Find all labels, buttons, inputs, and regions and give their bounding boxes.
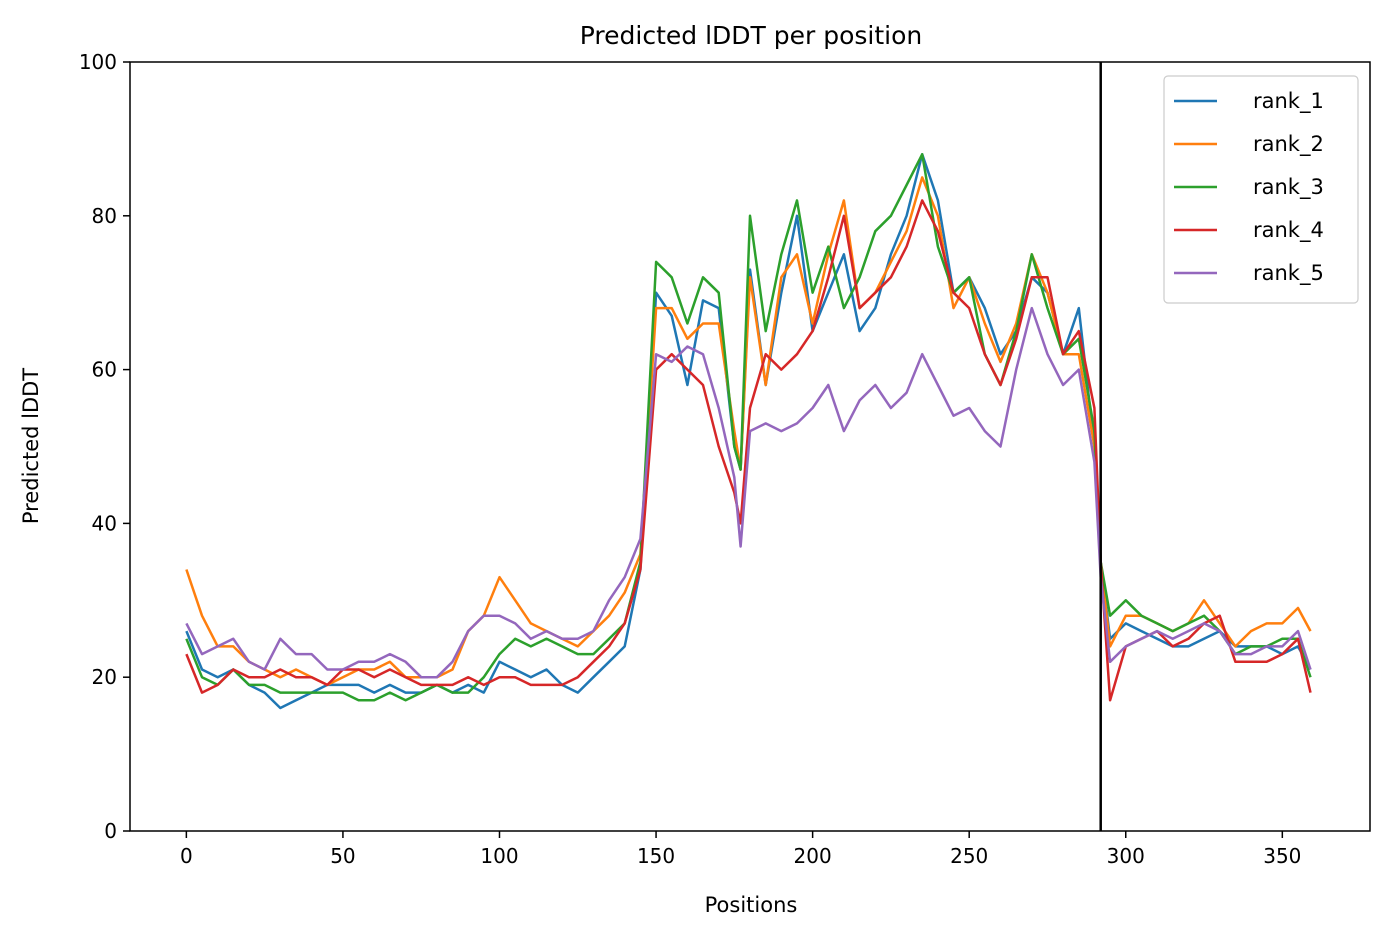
legend-label-rank_2: rank_2	[1253, 132, 1324, 157]
x-tick-label: 0	[180, 844, 193, 868]
x-tick-label: 50	[330, 844, 355, 868]
series-line-rank_5	[185, 306, 1312, 679]
y-tick-label: 0	[104, 819, 117, 843]
y-tick-label: 100	[79, 50, 117, 74]
x-tick-label: 250	[950, 844, 988, 868]
legend-label-rank_3: rank_3	[1253, 175, 1324, 200]
series-line-rank_2	[185, 176, 1312, 687]
plot-frame	[129, 61, 1371, 832]
chart-title: Predicted lDDT per position	[580, 21, 922, 50]
series-line-rank_4	[185, 199, 1312, 702]
x-tick-label: 300	[1107, 844, 1145, 868]
x-axis: 0 50 100 150 200 250 300 350	[180, 831, 1301, 868]
legend-label-rank_5: rank_5	[1253, 261, 1324, 286]
series-line-rank_3	[185, 153, 1312, 702]
x-tick-label: 150	[637, 844, 675, 868]
x-tick-label: 200	[794, 844, 832, 868]
x-tick-label: 100	[480, 844, 518, 868]
x-axis-title: Positions	[705, 893, 798, 917]
x-tick-label: 350	[1263, 844, 1301, 868]
y-tick-label: 40	[92, 511, 117, 535]
y-axis: 0 20 40 60 80 100	[79, 50, 130, 843]
legend-label-rank_4: rank_4	[1253, 218, 1324, 243]
y-tick-label: 20	[92, 665, 117, 689]
legend-label-rank_1: rank_1	[1253, 89, 1324, 114]
legend-box	[1163, 75, 1359, 304]
y-tick-label: 60	[92, 358, 117, 382]
series-layer	[185, 153, 1312, 710]
legend: rank_1 rank_2 rank_3 rank_4 rank_5	[1163, 75, 1359, 304]
y-axis-title: Predicted lDDT	[19, 368, 43, 524]
y-tick-label: 80	[92, 204, 117, 228]
